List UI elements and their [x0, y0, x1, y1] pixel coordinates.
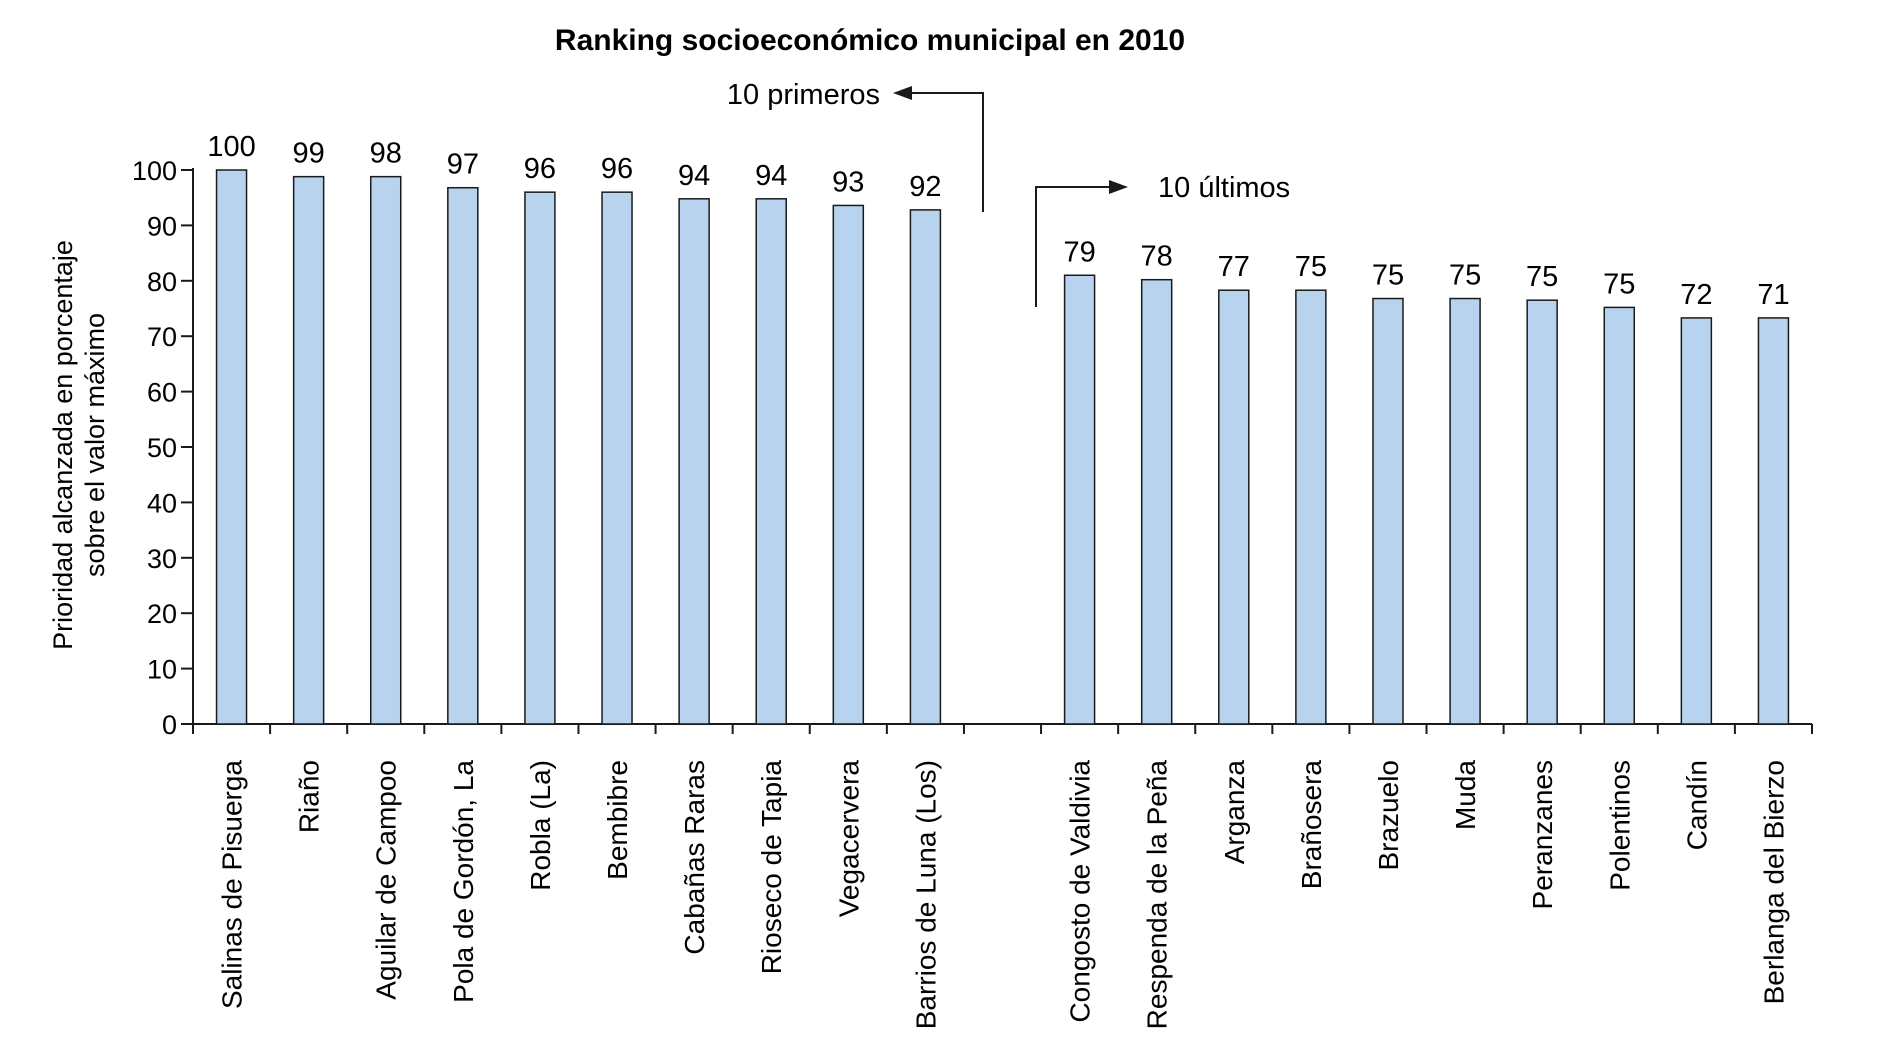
category-label: Rioseco de Tapia [756, 760, 787, 975]
bar [1218, 289, 1250, 725]
bar [524, 191, 556, 725]
category-label: Congosto de Valdivia [1065, 760, 1096, 1023]
data-label: 94 [678, 160, 710, 192]
y-tick-label: 100 [132, 156, 177, 186]
data-label: 100 [207, 131, 255, 163]
category-label: Brazuelo [1373, 760, 1404, 871]
data-labels: 100 99 98 97 96 96 94 94 93 92 79 78 77 75 75 75 75 75 72 7… [207, 131, 1789, 311]
data-label: 77 [1218, 251, 1250, 283]
data-label: 75 [1449, 260, 1481, 292]
annotation-top-ten: 10 primeros [727, 79, 984, 212]
category-labels: Salinas de Pisuerga Riaño Aguilar de Campo… [217, 760, 1790, 1030]
y-tick-label: 70 [147, 322, 177, 352]
arrow-top-ten-line [910, 92, 984, 212]
bar [369, 175, 402, 725]
data-label: 75 [1295, 251, 1327, 283]
data-label: 93 [832, 166, 864, 198]
category-label: Bembibre [602, 760, 633, 880]
category-label: Brañosera [1296, 760, 1327, 890]
data-label: 75 [1603, 268, 1635, 300]
category-label: Riaño [294, 760, 325, 833]
arrow-bottom-ten-line [1035, 186, 1110, 307]
data-label: 96 [524, 153, 556, 185]
annotation-bottom-ten-label: 10 últimos [1158, 172, 1290, 204]
arrow-bottom-ten-head [1109, 180, 1128, 194]
category-label: Cabañas Raras [679, 760, 710, 955]
data-label: 72 [1680, 279, 1712, 311]
category-label: Aguilar de Campoo [371, 760, 402, 1000]
bar [447, 186, 479, 725]
bar [1680, 317, 1713, 725]
bar [292, 175, 325, 725]
bar [1063, 274, 1096, 725]
bar [1449, 297, 1481, 725]
data-label: 98 [370, 138, 402, 170]
annotation-top-ten-label: 10 primeros [727, 79, 880, 111]
chart-title: Ranking socioeconómico municipal en 2010 [555, 24, 1185, 57]
y-tick-label: 80 [147, 267, 177, 297]
bar [1372, 297, 1404, 725]
bars [215, 169, 1790, 725]
bar [832, 204, 865, 725]
category-label: Respenda de la Peña [1142, 760, 1173, 1030]
data-label: 75 [1526, 261, 1558, 293]
category-label: Salinas de Pisuerga [217, 760, 248, 1009]
annotation-bottom-ten: 10 últimos [1035, 172, 1290, 307]
y-tick-label: 20 [147, 599, 177, 629]
data-label: 75 [1372, 260, 1404, 292]
bar [1140, 278, 1173, 725]
y-tick-label: 30 [147, 544, 177, 574]
bar [755, 198, 787, 725]
data-label: 79 [1063, 236, 1095, 268]
bar [1295, 289, 1327, 725]
category-label: Muda [1450, 760, 1481, 830]
category-label: Candín [1681, 760, 1712, 850]
bar [215, 169, 248, 725]
y-tick-label: 60 [147, 378, 177, 408]
y-tick-label: 50 [147, 433, 177, 463]
category-label: Robla (La) [525, 760, 556, 891]
data-label: 92 [909, 171, 941, 203]
category-label: Peranzanes [1527, 760, 1558, 909]
data-label: 71 [1757, 279, 1789, 311]
bar [678, 198, 710, 725]
category-label: Arganza [1219, 760, 1250, 865]
data-label: 78 [1141, 241, 1173, 273]
category-label: Vegacervera [833, 760, 864, 918]
bar [1757, 317, 1790, 725]
arrow-top-ten-head [893, 86, 912, 100]
y-tick-label: 0 [162, 710, 177, 740]
category-label: Polentinos [1604, 760, 1635, 891]
data-label: 99 [293, 138, 325, 170]
y-axis-label-line-2: sobre el valor máximo [80, 313, 110, 577]
data-label: 94 [755, 160, 787, 192]
bar [1603, 306, 1636, 725]
category-label: Barrios de Luna (Los) [910, 760, 941, 1029]
category-label: Pola de Gordón, La [448, 760, 479, 1003]
bar [909, 209, 942, 725]
y-tick-label: 10 [147, 655, 177, 685]
data-label: 97 [447, 149, 479, 181]
y-axis-label: Prioridad alcanzada en porcentaje sobre … [48, 240, 110, 650]
data-label: 96 [601, 153, 633, 185]
y-tick-label: 40 [147, 488, 177, 518]
bar [1526, 299, 1558, 725]
y-axis-label-line-1: Prioridad alcanzada en porcentaje [48, 240, 78, 650]
bar [601, 191, 633, 725]
y-tick-label: 90 [147, 211, 177, 241]
category-label: Berlanga del Bierzo [1758, 760, 1789, 1004]
